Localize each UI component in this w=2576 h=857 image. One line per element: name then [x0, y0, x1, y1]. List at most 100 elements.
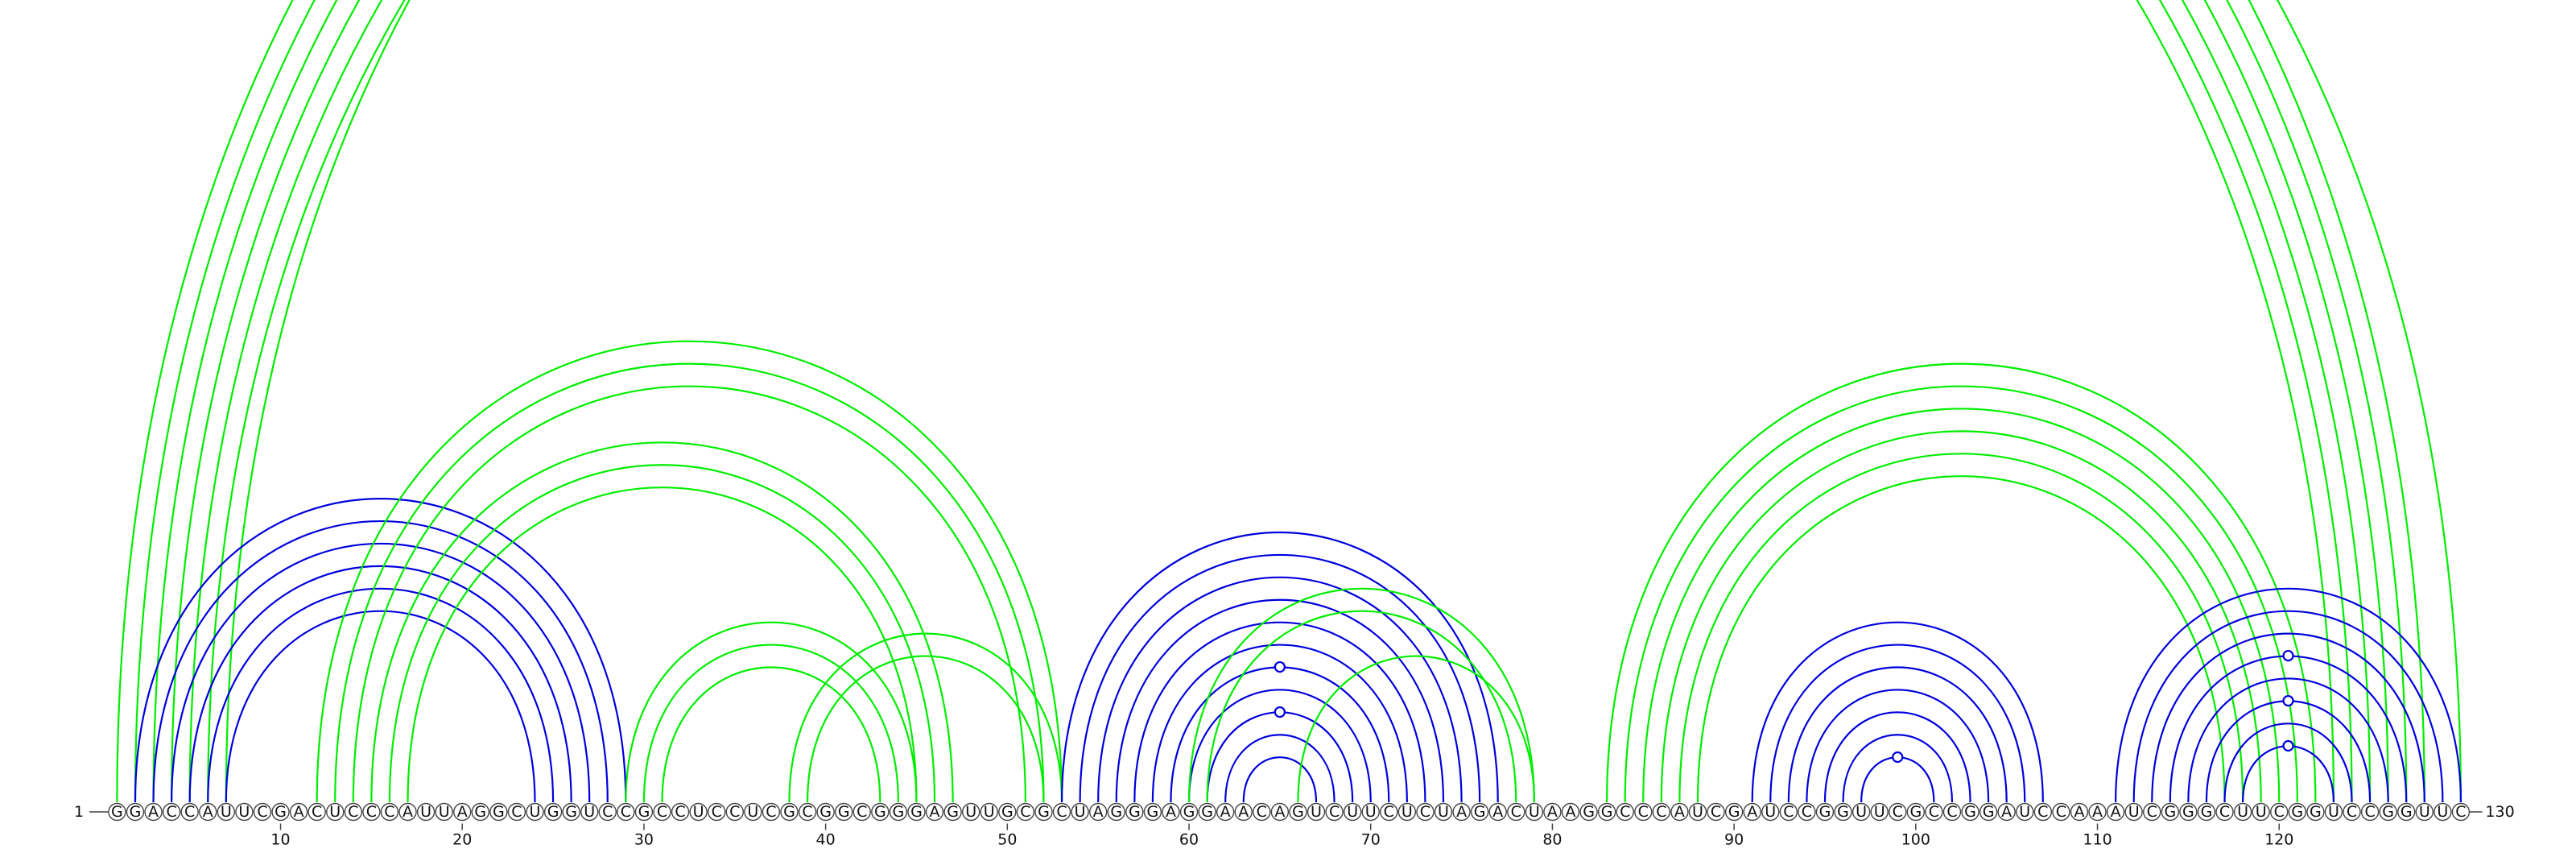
nucleotide-letter: G — [1909, 803, 1922, 821]
blue-pair-arc — [1079, 554, 1481, 803]
nucleotide-letter: G — [2182, 803, 2194, 821]
nucleotide-letter: A — [1566, 803, 1576, 821]
nucleotide-letter: A — [1166, 803, 1176, 821]
nucleotide-letter: C — [366, 803, 377, 821]
nucleotide-circle — [2052, 802, 2070, 822]
nucleotide-letter: C — [1020, 803, 1030, 821]
nucleotide-circle — [925, 802, 944, 822]
nucleotide-letter: U — [1856, 803, 1867, 821]
nucleotide-circle — [453, 802, 472, 822]
blue-pair-arc — [2223, 722, 2353, 803]
nucleotide-circle — [871, 802, 890, 822]
nucleotide-letter: U — [2237, 803, 2248, 821]
nucleotide-letter: G — [1837, 803, 1849, 821]
blue-pair-arc — [1242, 756, 1318, 803]
nucleotide-letter: U — [1075, 803, 1086, 821]
blue-pair-arc — [1860, 756, 1935, 803]
nucleotide-circle — [1925, 802, 1943, 822]
green-pair-arc — [370, 441, 954, 803]
nucleotide-letter: G — [2382, 803, 2394, 821]
nucleotide-circle — [308, 802, 326, 822]
nucleotide-letter: G — [2164, 803, 2176, 821]
nucleotide-letter: C — [1656, 803, 1666, 821]
nucleotide-letter: C — [2455, 803, 2466, 821]
nucleotide-circle — [1253, 802, 1271, 822]
nucleotide-letter: C — [857, 803, 867, 821]
nucleotide-letter: C — [2147, 803, 2157, 821]
nucleotide-circle — [144, 802, 163, 822]
green-pair-arc — [1660, 430, 2262, 803]
nucleotide-letter: C — [511, 803, 522, 821]
nucleotide-circle — [416, 802, 436, 822]
nucleotide-letter: U — [1529, 803, 1540, 821]
nucleotide-letter: U — [584, 803, 595, 821]
nucleotide-circle — [1088, 802, 1108, 822]
nucleotide-circle — [762, 802, 781, 822]
nucleotide-circle — [980, 802, 998, 822]
nucleotide-letter: C — [602, 803, 613, 821]
nucleotide-letter: U — [1402, 803, 1413, 821]
tick-label: 90 — [1724, 831, 1744, 849]
nucleotide-letter: G — [1183, 803, 1195, 821]
nucleotide-letter: C — [621, 803, 631, 821]
nucleotide-letter: G — [838, 803, 850, 821]
green-pair-arc — [152, 0, 2389, 803]
nucleotide-letter: C — [729, 803, 740, 821]
nucleotide-circle — [1488, 802, 1507, 822]
nucleotide-circle — [708, 802, 726, 822]
blue-pair-arc — [207, 587, 555, 803]
nucleotide-letter: C — [1329, 803, 1340, 821]
blue-pair-arc — [1151, 644, 1408, 803]
nucleotide-letter: U — [221, 803, 232, 821]
nucleotide-letter: A — [1238, 803, 1249, 821]
nucleotide-letter: U — [2328, 803, 2339, 821]
nucleotide-letter: U — [693, 803, 704, 821]
green-pair-arc — [1187, 587, 1535, 803]
nucleotide-circle — [489, 802, 508, 822]
nucleotide-letter: C — [1783, 803, 1794, 821]
nucleotide-letter: C — [1638, 803, 1649, 821]
nucleotide-circle — [744, 802, 762, 822]
nucleotide-circle — [2161, 802, 2180, 822]
nucleotide-letter: U — [1365, 803, 1377, 821]
nucleotide-letter: U — [2419, 803, 2430, 821]
nucleotide-circle — [2360, 802, 2380, 822]
nucleotide-letter: U — [2437, 803, 2448, 821]
nucleotide-circle — [1397, 802, 1417, 822]
nucleotide-letter: C — [184, 803, 195, 821]
nucleotide-letter: G — [910, 803, 923, 821]
nucleotide-letter: A — [402, 803, 413, 821]
nucleotide-circle — [2434, 802, 2452, 822]
nucleotide-circle — [217, 802, 236, 822]
nucleotide-circle — [1452, 802, 1471, 822]
blue-pair-arc — [225, 610, 536, 803]
tick-label: 20 — [452, 831, 472, 849]
nucleotide-letter: G — [638, 803, 650, 821]
green-pair-arc — [225, 0, 2462, 803]
nucleotide-letter: G — [2401, 803, 2413, 821]
nucleotide-letter: U — [238, 803, 250, 821]
blue-pair-marker — [1274, 660, 1286, 673]
nucleotide-circle — [2106, 802, 2125, 822]
nucleotide-circle — [671, 802, 690, 822]
green-pair-arc — [1624, 385, 2298, 803]
blue-pair-marker — [1274, 706, 1286, 718]
nucleotide-letter: C — [657, 803, 667, 821]
nucleotide-letter: G — [1110, 803, 1122, 821]
nucleotide-letter: C — [2274, 803, 2285, 821]
nucleotide-circle — [2016, 802, 2034, 822]
nucleotide-circle — [1852, 802, 1871, 822]
blue-pair-arc — [2241, 745, 2335, 803]
nucleotide-circle — [507, 802, 526, 822]
nucleotide-letter: C — [384, 803, 394, 821]
nucleotide-letter: G — [1964, 803, 1976, 821]
arc-layer — [116, 0, 2462, 803]
nucleotide-circle — [543, 802, 563, 822]
nucleotide-letter: C — [312, 803, 322, 821]
nucleotide-letter: G — [1583, 803, 1595, 821]
nucleotide-circle — [1961, 802, 1979, 822]
nucleotide-circle — [852, 802, 871, 822]
nucleotide-circle — [526, 802, 544, 822]
